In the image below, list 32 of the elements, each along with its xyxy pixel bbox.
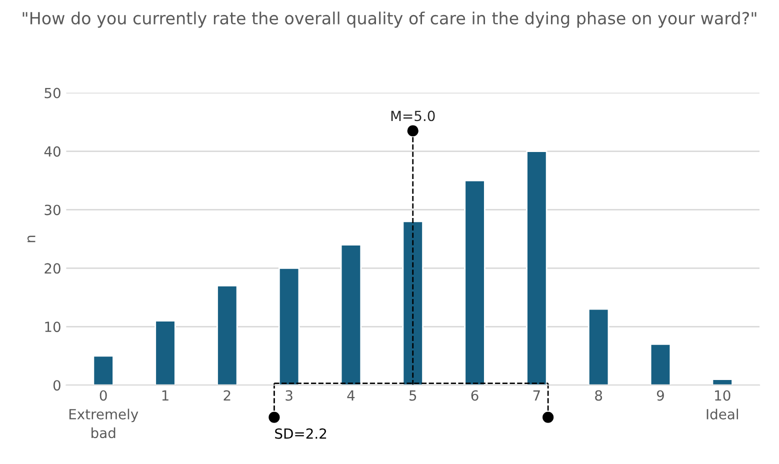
x-tick-label: 6: [471, 390, 478, 401]
y-tick-label: 40: [44, 146, 60, 157]
y-tick-label: 10: [45, 322, 60, 332]
bar: [464, 180, 486, 386]
y-tick-label: 50: [44, 88, 60, 98]
y-axis-title: n: [27, 236, 36, 242]
x-tick-label: 8: [595, 390, 602, 401]
x-tick-label: 1: [162, 390, 168, 401]
x-tick-label: 10 Ideal: [706, 390, 738, 420]
x-tick-label: 4: [347, 390, 355, 401]
y-tick-label: 30: [44, 204, 60, 216]
x-tick-label: 2: [224, 390, 230, 401]
bar: [526, 150, 548, 386]
annotation: M=5.0: [391, 110, 435, 122]
bar: [154, 320, 176, 386]
bar: [650, 344, 672, 386]
bar: [92, 355, 114, 386]
bar: [340, 244, 362, 386]
x-tick-label: 7: [533, 390, 540, 401]
x-tick-label: 5: [410, 390, 416, 401]
chart-title: "How do you currently rate the overall quality of care in the dying phase on your ward?": [22, 12, 756, 28]
text: SD=2.2: [275, 428, 326, 439]
y-tick-label: 0: [53, 380, 60, 391]
bar: [216, 285, 238, 386]
x-tick-label: 0 Extremely bad: [69, 390, 138, 438]
y-tick-label: 20: [44, 263, 60, 274]
bar: [402, 220, 424, 386]
x-tick-label: 9: [656, 390, 664, 401]
bar: [278, 267, 300, 386]
bar: [712, 378, 733, 386]
x-tick-label: 3: [286, 390, 292, 401]
bar: [588, 308, 610, 386]
